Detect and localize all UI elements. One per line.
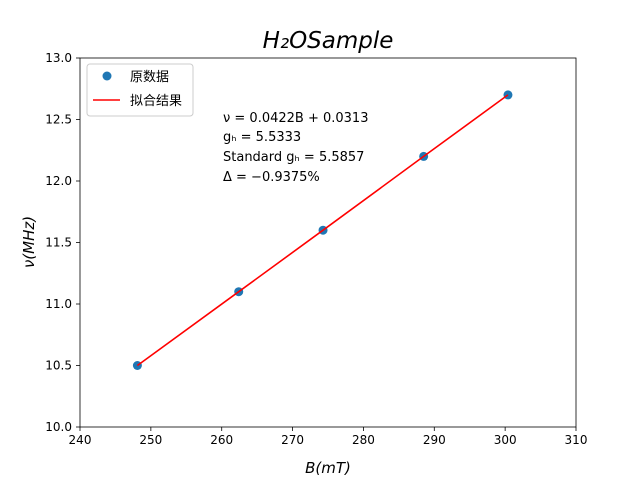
y-tick-label: 10.0 [45, 420, 72, 434]
x-axis-label: B(mT) [305, 459, 351, 477]
x-tick-label: 310 [565, 433, 588, 447]
y-tick-label: 12.5 [45, 113, 72, 127]
legend-box [86, 63, 194, 117]
legend: 原数据 拟合结果 [86, 63, 194, 117]
x-tick-label: 250 [139, 433, 162, 447]
legend-label-fit-line: 拟合结果 [130, 94, 182, 109]
fit-equation-annotation: ν = 0.0422B + 0.0313 [223, 111, 368, 126]
x-tick-label: 270 [281, 433, 304, 447]
x-tick-label: 280 [352, 433, 375, 447]
y-axis: 10.0 10.5 11.0 11.5 12.0 12.5 13.0 [45, 51, 80, 434]
annotation-block: ν = 0.0422B + 0.0313 gₕ = 5.5333 Standar… [223, 111, 368, 185]
g-factor-annotation: gₕ = 5.5333 [223, 130, 301, 145]
relative-error-annotation: Δ = −0.9375% [223, 170, 320, 185]
y-tick-label: 10.5 [45, 359, 72, 373]
series-layer [132, 90, 513, 370]
legend-label-raw-data: 原数据 [130, 70, 169, 85]
x-tick-label: 300 [494, 433, 517, 447]
x-axis: 240 250 260 270 280 290 300 310 [69, 427, 588, 447]
y-axis-label: ν(MHz) [20, 216, 38, 268]
y-tick-label: 11.0 [45, 297, 72, 311]
chart-title: H₂OSample [263, 28, 394, 54]
x-tick-label: 290 [423, 433, 446, 447]
x-tick-label: 260 [210, 433, 233, 447]
y-tick-label: 11.5 [45, 236, 72, 250]
fit-line [136, 94, 509, 367]
y-tick-label: 12.0 [45, 174, 72, 188]
y-tick-label: 13.0 [45, 51, 72, 65]
x-tick-label: 240 [69, 433, 92, 447]
legend-marker-raw-data [102, 71, 112, 81]
standard-g-annotation: Standard gₕ = 5.5857 [223, 150, 364, 165]
